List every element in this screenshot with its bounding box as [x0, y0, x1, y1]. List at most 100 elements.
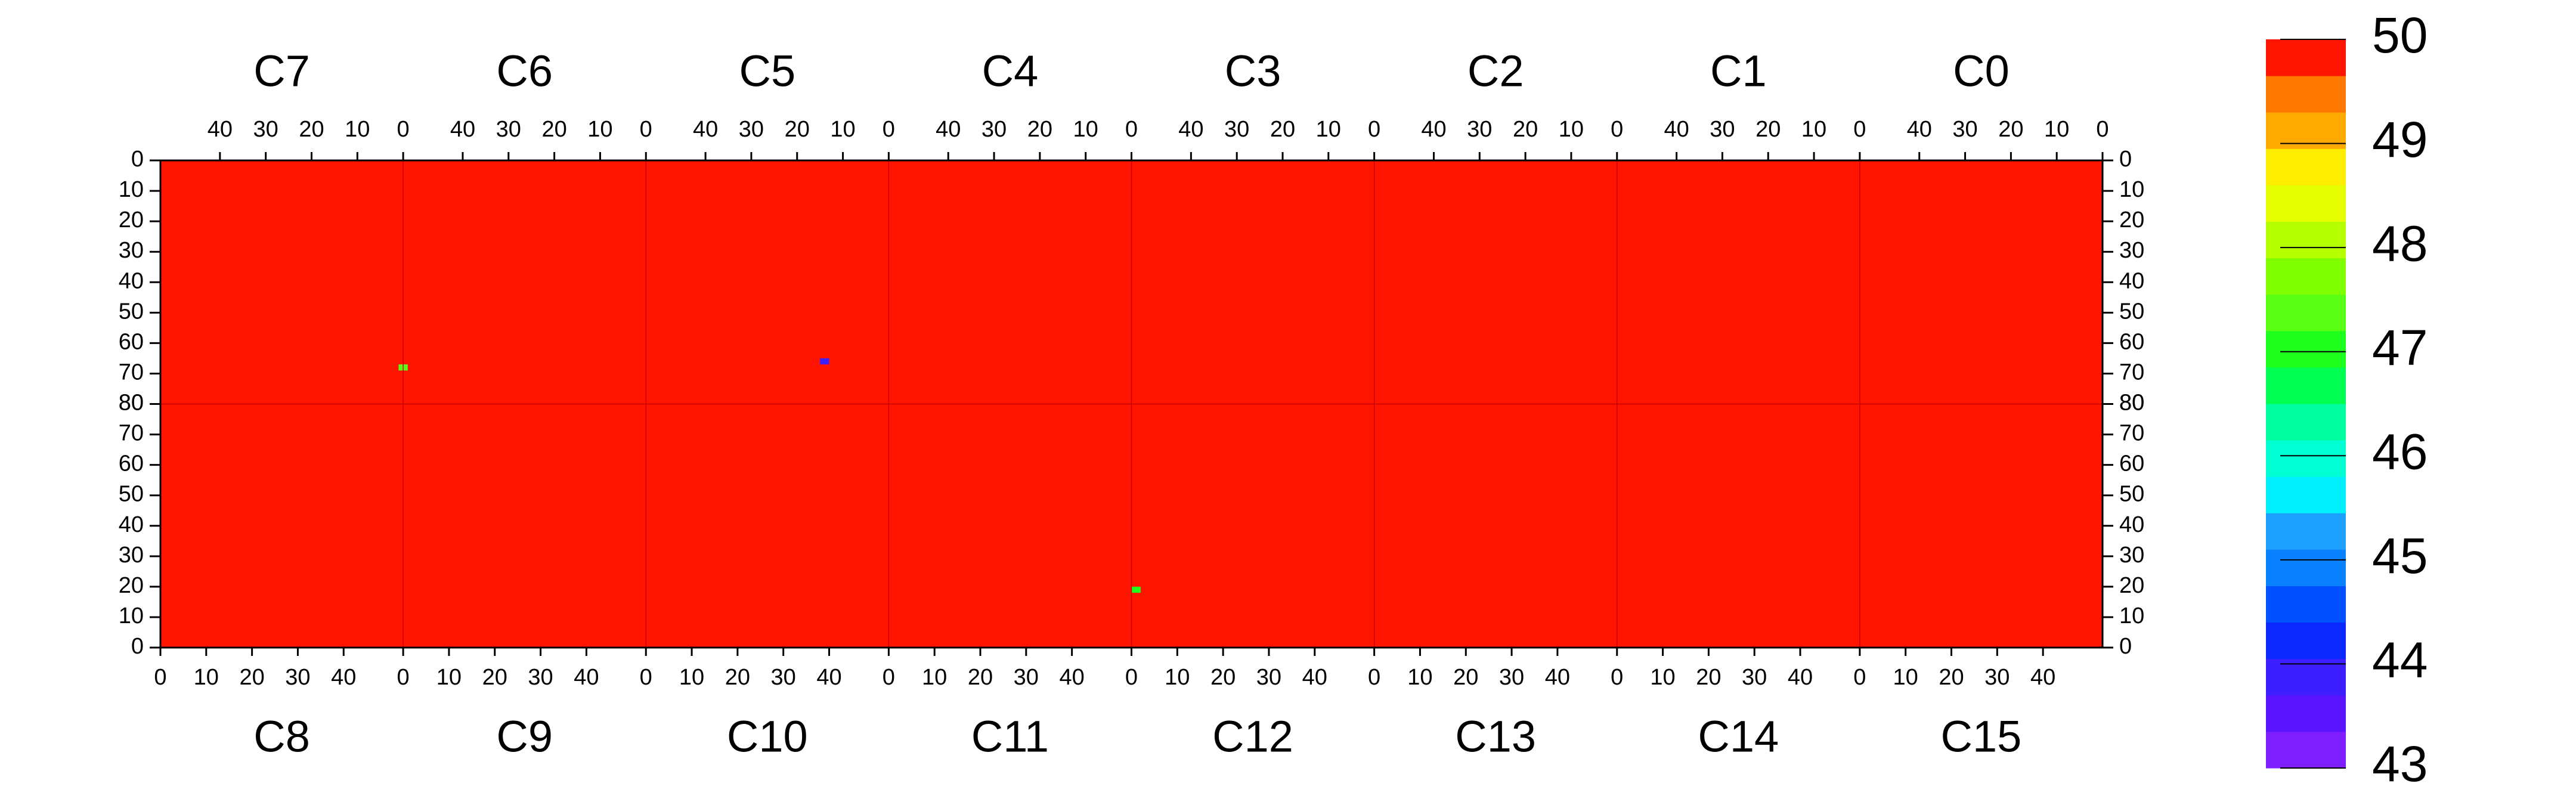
- colorbar-band: [2266, 76, 2346, 113]
- x-tick-label: 20: [725, 665, 750, 690]
- y-tick-label: 30: [119, 543, 144, 568]
- x-tick-label: 30: [1984, 665, 2010, 690]
- chip-label: C5: [739, 47, 796, 96]
- x-tick-label: 20: [299, 117, 324, 142]
- heatmap-cell: [820, 358, 829, 365]
- x-tick-label: 30: [496, 117, 521, 142]
- y-tick-label: 70: [2119, 360, 2144, 385]
- y-tick-label: 60: [119, 329, 144, 354]
- colorbar-band: [2266, 404, 2346, 441]
- y-tick-label: 60: [2119, 451, 2144, 476]
- y-tick-label: 70: [119, 360, 144, 385]
- x-tick-label: 0: [883, 117, 895, 142]
- x-tick-label: 20: [1270, 117, 1295, 142]
- x-tick-label: 40: [450, 117, 475, 142]
- x-tick-label: 0: [397, 117, 410, 142]
- chip-label: C13: [1455, 712, 1536, 761]
- x-tick-label: 10: [679, 665, 704, 690]
- y-tick-label: 50: [2119, 299, 2144, 324]
- colorbar-band: [2266, 294, 2346, 332]
- y-tick-label: 50: [119, 299, 144, 324]
- x-tick-label: 20: [482, 665, 507, 690]
- y-tick-label: 60: [2119, 329, 2144, 354]
- heatmap-cell: [1131, 586, 1141, 593]
- x-tick-label: 30: [982, 117, 1007, 142]
- y-tick-label: 10: [2119, 177, 2144, 202]
- x-tick-label: 10: [587, 117, 612, 142]
- y-tick-label: 50: [119, 482, 144, 507]
- colorbar-band: [2266, 513, 2346, 550]
- x-tick-label: 30: [528, 665, 553, 690]
- x-tick-label: 40: [1302, 665, 1327, 690]
- x-tick-label: 40: [936, 117, 961, 142]
- y-tick-label: 80: [119, 391, 144, 416]
- x-tick-label: 20: [239, 665, 264, 690]
- x-tick-label: 40: [1178, 117, 1203, 142]
- colorbar-band: [2266, 695, 2346, 732]
- x-tick-label: 40: [1059, 665, 1084, 690]
- x-tick-label: 10: [436, 665, 462, 690]
- colorbar-band: [2266, 586, 2346, 623]
- x-tick-label: 20: [1210, 665, 1236, 690]
- colorbar-band: [2266, 731, 2346, 769]
- x-tick-label: 10: [1893, 665, 1918, 690]
- y-tick-label: 10: [119, 177, 144, 202]
- x-tick-label: 0: [2096, 117, 2109, 142]
- y-tick-label: 20: [2119, 208, 2144, 233]
- colorbar-tick-label: 50: [2372, 7, 2428, 63]
- chip-label: C1: [1710, 47, 1767, 96]
- chip-label: C4: [982, 47, 1039, 96]
- x-tick-label: 20: [1027, 117, 1052, 142]
- x-tick-label: 30: [1224, 117, 1249, 142]
- x-tick-label: 20: [1939, 665, 1964, 690]
- y-tick-label: 10: [2119, 603, 2144, 628]
- x-tick-label: 30: [1256, 665, 1281, 690]
- x-tick-label: 10: [830, 117, 855, 142]
- y-tick-label: 0: [131, 634, 144, 659]
- chip-label: C14: [1698, 712, 1779, 761]
- x-tick-label: 40: [816, 665, 841, 690]
- x-tick-label: 30: [1467, 117, 1492, 142]
- chip-label: C11: [971, 712, 1049, 761]
- x-tick-label: 20: [541, 117, 566, 142]
- chip-label: C0: [1953, 47, 2010, 96]
- x-tick-label: 20: [1453, 665, 1478, 690]
- y-tick-label: 30: [2119, 543, 2144, 568]
- x-tick-label: 10: [345, 117, 370, 142]
- colorbar-band: [2266, 39, 2346, 76]
- chip-label: C6: [496, 47, 553, 96]
- chip-label: C15: [1941, 712, 2022, 761]
- chip-label: C7: [253, 47, 310, 96]
- chip-label: C3: [1225, 47, 1281, 96]
- x-tick-label: 0: [1368, 117, 1380, 142]
- colorbar-tick-label: 48: [2372, 215, 2428, 271]
- y-tick-label: 40: [2119, 512, 2144, 537]
- chip-label: C8: [253, 712, 310, 761]
- y-tick-label: 40: [2119, 268, 2144, 293]
- x-tick-label: 30: [739, 117, 764, 142]
- chip-label: C2: [1467, 47, 1524, 96]
- x-tick-label: 40: [2030, 665, 2055, 690]
- x-tick-label: 0: [1611, 665, 1623, 690]
- x-tick-label: 20: [1513, 117, 1538, 142]
- x-tick-label: 30: [1014, 665, 1039, 690]
- x-tick-label: 40: [693, 117, 718, 142]
- x-tick-label: 0: [1853, 665, 1866, 690]
- y-tick-label: 50: [2119, 482, 2144, 507]
- y-tick-label: 70: [119, 421, 144, 446]
- x-tick-label: 40: [208, 117, 233, 142]
- y-tick-label: 0: [2119, 634, 2132, 659]
- y-tick-label: 30: [119, 238, 144, 263]
- colorbar-tick-label: 49: [2372, 112, 2428, 168]
- y-tick-label: 30: [2119, 238, 2144, 263]
- x-tick-label: 0: [1368, 665, 1380, 690]
- x-tick-label: 10: [1316, 117, 1341, 142]
- y-tick-label: 20: [119, 208, 144, 233]
- x-tick-label: 30: [1952, 117, 1977, 142]
- y-tick-label: 40: [119, 268, 144, 293]
- x-tick-label: 40: [1664, 117, 1689, 142]
- x-tick-label: 0: [1125, 665, 1138, 690]
- x-tick-label: 10: [1801, 117, 1826, 142]
- x-tick-label: 30: [285, 665, 310, 690]
